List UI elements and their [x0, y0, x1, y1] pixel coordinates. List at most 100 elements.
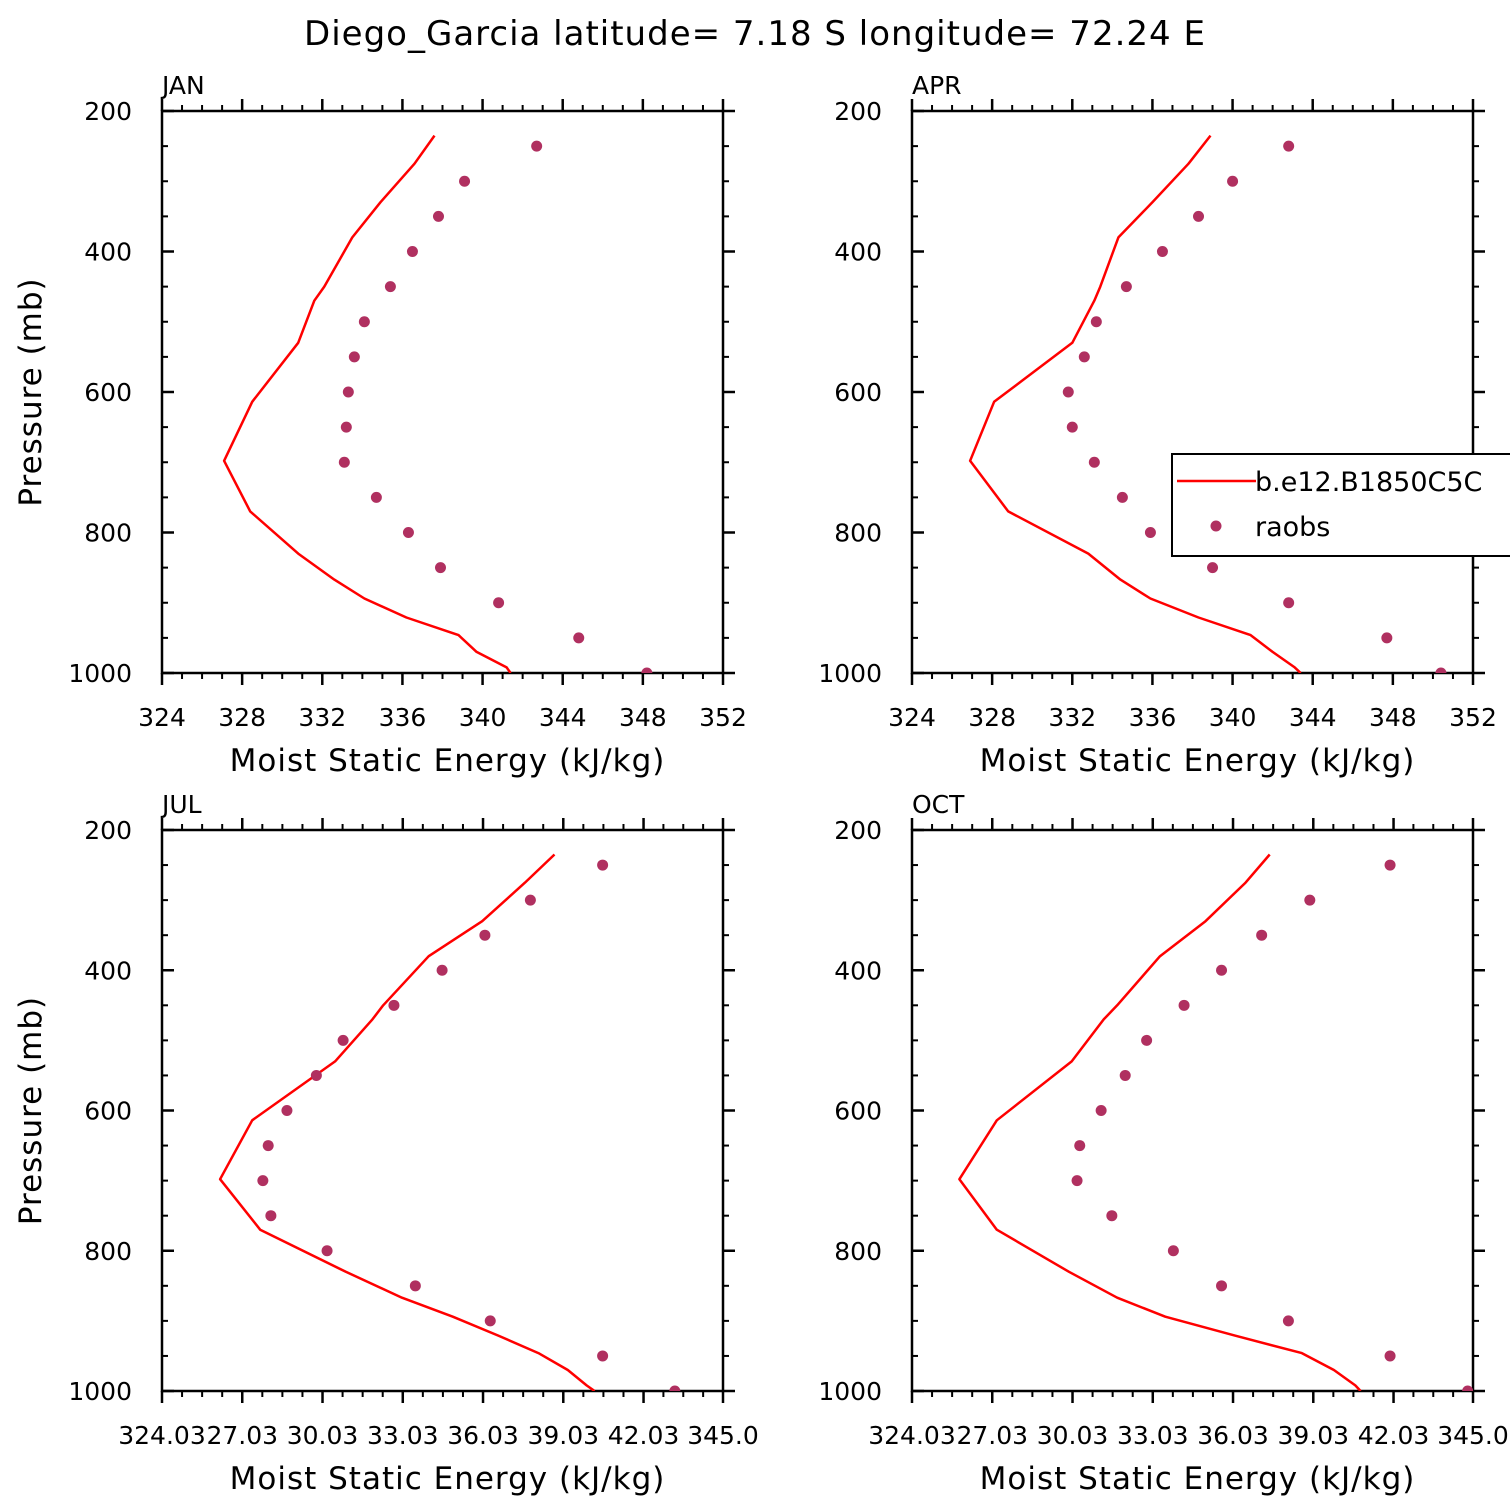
x-tick-label: 42.03: [608, 1421, 680, 1450]
raobs-point: [573, 632, 585, 644]
plot-frame: [910, 109, 1475, 675]
raobs-point: [1167, 1245, 1179, 1257]
model-line: [222, 134, 512, 673]
panel-label: APR: [912, 71, 962, 100]
y-tick-label: 600: [84, 1097, 132, 1126]
y-tick-label: 800: [834, 1237, 882, 1266]
y-tick-label: 200: [84, 816, 132, 845]
x-tick-label: 336: [1129, 703, 1177, 732]
x-tick-label: 27.03: [206, 1421, 278, 1450]
panel-label: OCT: [912, 790, 965, 819]
y-tick-label: 400: [834, 238, 882, 267]
x-axis-label: Moist Static Energy (kJ/kg): [980, 743, 1416, 779]
x-tick-label: 324: [138, 703, 186, 732]
x-tick-label: 348: [619, 703, 667, 732]
x-tick-label: 39.03: [1277, 1421, 1349, 1450]
raobs-point: [370, 491, 382, 503]
raobs-point: [1144, 527, 1156, 538]
plot-frame: [160, 828, 725, 1393]
raobs-point: [321, 1245, 333, 1257]
x-tick-label: 332: [1048, 703, 1096, 732]
raobs-point: [1256, 929, 1268, 941]
x-tick-label: 344: [539, 703, 587, 732]
raobs-point: [1227, 175, 1239, 187]
x-tick-label: 352: [699, 703, 747, 732]
y-tick-label: 1000: [818, 1377, 882, 1406]
raobs-point: [1384, 859, 1396, 871]
raobs-point: [1119, 1069, 1131, 1081]
legend-obs-swatch: [1210, 520, 1222, 532]
raobs-point: [1074, 1140, 1086, 1152]
plot-area: [222, 134, 653, 673]
raobs-point: [479, 929, 491, 941]
x-tick-label: 324.03: [868, 1421, 955, 1450]
raobs-point: [384, 281, 396, 293]
raobs-point: [1178, 999, 1190, 1011]
legend-model-label: b.e12.B1850C5C: [1255, 467, 1482, 498]
x-tick-label: 336: [379, 703, 427, 732]
raobs-point: [1283, 140, 1295, 152]
raobs-point: [641, 667, 653, 673]
x-tick-label: 42.03: [1358, 1421, 1430, 1450]
raobs-point: [1216, 1280, 1228, 1292]
y-tick-label: 800: [834, 519, 882, 548]
panel-label: JAN: [160, 71, 205, 100]
raobs-point: [1207, 562, 1219, 574]
x-tick-label: 30.03: [287, 1421, 359, 1450]
raobs-point: [531, 140, 543, 152]
raobs-point: [1066, 421, 1078, 433]
legend: b.e12.B1850C5C raobs: [1171, 453, 1510, 557]
raobs-point: [342, 386, 354, 398]
y-axis-label: Pressure (mb): [13, 277, 49, 506]
x-tick-label: 340: [459, 703, 507, 732]
raobs-point: [337, 1034, 349, 1046]
raobs-point: [669, 1385, 681, 1391]
raobs-point: [1141, 1034, 1153, 1046]
raobs-point: [1071, 1175, 1083, 1187]
raobs-point: [1216, 964, 1228, 976]
raobs-point: [597, 1350, 609, 1362]
raobs-point: [1156, 246, 1168, 257]
raobs-point: [459, 175, 471, 187]
panels: JAN 324 328 332 336 340 344 348 352 200 400 600 800 1…: [13, 71, 1510, 1497]
x-axis-label: Moist Static Energy (kJ/kg): [230, 743, 666, 779]
x-axis-label: Moist Static Energy (kJ/kg): [980, 1461, 1416, 1497]
raobs-point: [484, 1315, 496, 1327]
raobs-point: [1384, 1350, 1396, 1362]
raobs-point: [1304, 894, 1316, 906]
y-tick-label: 600: [834, 1097, 882, 1126]
figure-title: Diego_Garcia latitude= 7.18 S longitude=…: [304, 14, 1206, 54]
raobs-point: [1090, 316, 1102, 328]
raobs-point: [262, 1140, 274, 1152]
raobs-point: [310, 1069, 322, 1081]
y-tick-label: 600: [834, 378, 882, 407]
model-line: [218, 853, 596, 1391]
raobs-point: [340, 421, 352, 433]
raobs-point: [1120, 281, 1132, 293]
raobs-point: [338, 456, 350, 468]
raobs-point: [348, 351, 360, 363]
y-tick-label: 400: [84, 238, 132, 267]
y-tick-label: 200: [84, 97, 132, 126]
raobs-point: [388, 999, 400, 1011]
x-tick-label: 328: [968, 703, 1016, 732]
raobs-point: [358, 316, 370, 328]
legend-box: [1171, 453, 1510, 557]
x-tick-label: 348: [1369, 703, 1417, 732]
model-line: [968, 134, 1302, 673]
plot-frame: [910, 828, 1475, 1393]
raobs-point: [1462, 1385, 1473, 1391]
y-tick-label: 200: [834, 816, 882, 845]
x-tick-label: 352: [1449, 703, 1497, 732]
panel-label: JUL: [160, 790, 202, 819]
legend-obs-label: raobs: [1255, 512, 1330, 543]
y-axis-label: Pressure (mb): [13, 996, 49, 1225]
raobs-point: [1435, 667, 1447, 673]
x-tick-label: 33.03: [1117, 1421, 1189, 1450]
y-tick-label: 400: [84, 956, 132, 985]
raobs-point: [432, 210, 444, 222]
x-tick-label: 30.03: [1037, 1421, 1109, 1450]
raobs-point: [1282, 1315, 1294, 1327]
panel-apr: APR 324 328 332 336 340 344 348 352 200 400 600 800 1…: [818, 71, 1510, 779]
